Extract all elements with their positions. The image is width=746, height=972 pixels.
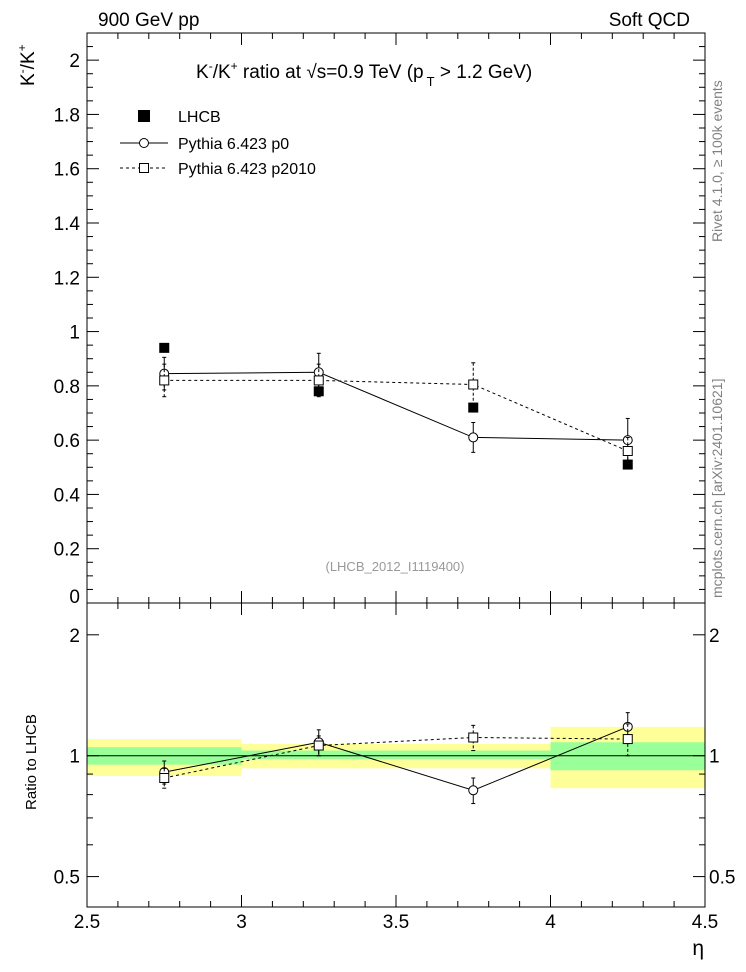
legend-marker-p2010 bbox=[139, 163, 149, 173]
legend-label-lhcb: LHCB bbox=[178, 109, 221, 126]
ratio-y-tick-label-right-0: 0.5 bbox=[709, 868, 735, 889]
main-y-tick-label-1: 0.2 bbox=[54, 540, 80, 561]
legend-marker-lhcb bbox=[138, 110, 150, 122]
ratio-point-pythia-6-423-p2010-3 bbox=[622, 734, 633, 745]
main-point-pythia-6-423-p2010-3 bbox=[622, 446, 633, 456]
main-line-pythia-6-423-p0 bbox=[164, 371, 628, 441]
ratio-y-tick-label-right-1: 1 bbox=[709, 747, 720, 768]
x-tick-label-0: 2.5 bbox=[74, 912, 100, 933]
main-y-tick-label-7: 1.4 bbox=[54, 214, 81, 235]
main-series-layer bbox=[159, 342, 633, 470]
main-y-tick-label-2: 0.4 bbox=[54, 485, 81, 506]
ratio-line-pythia-6-423-p2010 bbox=[164, 736, 628, 779]
axes-layer: 2.5 3 3.5 4 4.5 0 0.2 0.4 0.6 0.8 1 1.2 1.4 1.6 1.8 2 0.… bbox=[54, 32, 735, 933]
main-y-tick-label-8: 1.6 bbox=[54, 160, 80, 181]
ratio-band-green-1 bbox=[241, 750, 551, 760]
main-title: K-/K+ ratio at √s=0.9 TeV (p T > 1.2 GeV) bbox=[196, 59, 532, 89]
header-right-label: Soft QCD bbox=[609, 10, 690, 31]
ratio-series-layer bbox=[159, 712, 633, 805]
main-point-pythia-6-423-p2010-0 bbox=[159, 375, 170, 386]
main-point-lhcb-2 bbox=[468, 402, 479, 413]
x-tick-label-2: 3.5 bbox=[383, 912, 409, 933]
analysis-watermark: (LHCB_2012_I1119400) bbox=[325, 559, 464, 574]
x-tick-label-4: 4.5 bbox=[692, 912, 718, 933]
legend: LHCB Pythia 6.423 p0 Pythia 6.423 p2010 bbox=[120, 109, 316, 178]
main-point-pythia-6-423-p0-2 bbox=[468, 432, 479, 443]
ratio-y-tick-label-left-1: 1 bbox=[69, 747, 80, 768]
main-point-lhcb-0 bbox=[159, 342, 170, 353]
main-y-tick-label-4: 0.8 bbox=[54, 377, 80, 398]
ratio-y-axis-label: Ratio to LHCB bbox=[23, 714, 40, 810]
ratio-y-tick-label-left-2: 2 bbox=[69, 626, 80, 647]
side-label-top: Rivet 4.1.0, ≥ 100k events bbox=[709, 80, 725, 242]
main-point-pythia-6-423-p2010-1 bbox=[313, 375, 324, 386]
main-y-tick-label-10: 2 bbox=[69, 51, 80, 72]
main-y-tick-label-3: 0.6 bbox=[54, 431, 80, 452]
side-label-bottom: mcplots.cern.ch [arXiv:2401.10621] bbox=[709, 379, 725, 598]
ratio-y-tick-label-left-0: 0.5 bbox=[54, 868, 80, 889]
ratio-point-pythia-6-423-p2010-1 bbox=[313, 740, 324, 751]
ratio-point-pythia-6-423-p0-2 bbox=[468, 785, 479, 796]
ratio-point-pythia-6-423-p2010-0 bbox=[159, 772, 170, 783]
main-y-tick-label-9: 1.8 bbox=[54, 105, 80, 126]
main-y-tick-label-0: 0 bbox=[69, 587, 80, 608]
x-tick-label-3: 4 bbox=[545, 912, 556, 933]
ratio-uncertainty-bands bbox=[87, 726, 705, 789]
x-axis-label: η bbox=[692, 937, 704, 960]
x-tick-label-1: 3 bbox=[236, 912, 247, 933]
legend-label-p0: Pythia 6.423 p0 bbox=[178, 136, 289, 153]
main-y-tick-label-6: 1.2 bbox=[54, 268, 80, 289]
ratio-point-pythia-6-423-p2010-2 bbox=[468, 732, 479, 743]
main-point-pythia-6-423-p2010-2 bbox=[468, 379, 479, 390]
header-left-label: 900 GeV pp bbox=[98, 10, 199, 31]
main-point-lhcb-3 bbox=[622, 459, 633, 470]
legend-marker-p0 bbox=[139, 138, 149, 148]
main-y-axis-label: K-/K+ bbox=[15, 44, 39, 86]
ratio-line-pythia-6-423-p0 bbox=[164, 726, 628, 791]
ratio-band-green-2 bbox=[550, 742, 705, 771]
main-line-pythia-6-423-p2010 bbox=[164, 379, 628, 452]
main-y-tick-label-5: 1 bbox=[69, 323, 80, 344]
ratio-y-tick-label-right-2: 2 bbox=[709, 626, 720, 647]
legend-label-p2010: Pythia 6.423 p2010 bbox=[178, 161, 316, 178]
main-point-lhcb-1 bbox=[313, 386, 324, 397]
